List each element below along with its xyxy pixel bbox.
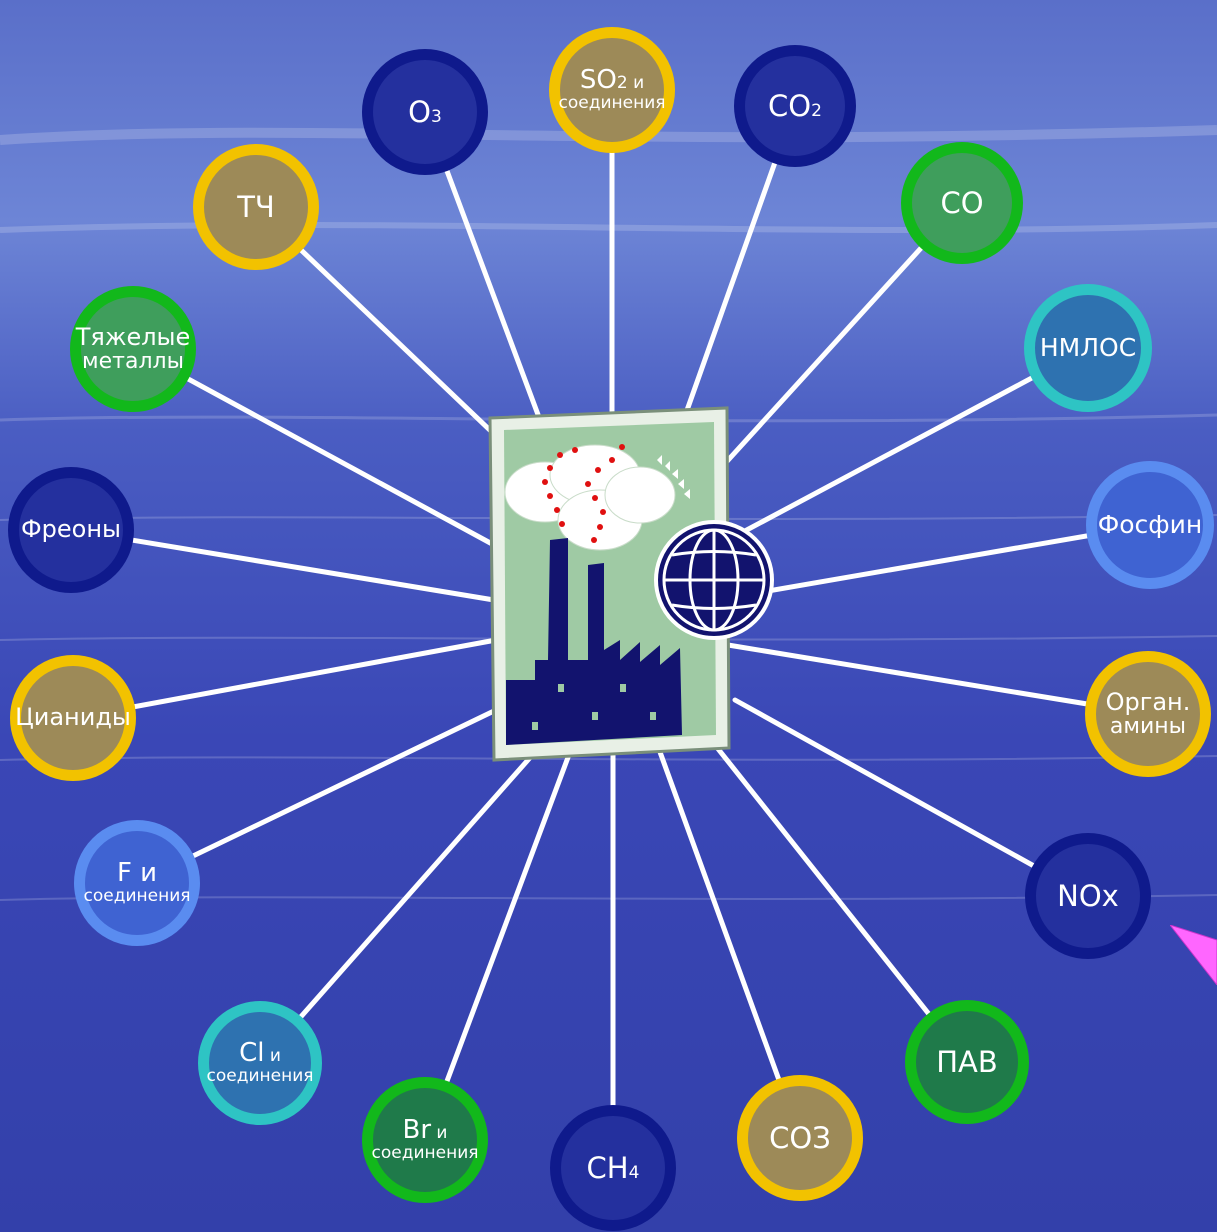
node-ch4: CH4 xyxy=(550,1105,676,1231)
node-label: Цианиды xyxy=(15,703,131,732)
node-fosfin: Фосфин xyxy=(1086,461,1214,589)
node-subscript: 2 xyxy=(811,100,822,121)
node-label: F и xyxy=(116,858,158,889)
connector-line-pav xyxy=(712,742,970,1065)
connector-line-soz xyxy=(657,749,803,1141)
node-metals: Тяжелые металлы xyxy=(70,286,196,412)
connector-line-f xyxy=(134,707,499,886)
node-o3: О3 xyxy=(362,49,488,175)
node-label-line2: металлы xyxy=(82,349,184,375)
node-label: NOx xyxy=(1057,878,1119,913)
node-label-suffix: и xyxy=(431,1123,448,1144)
node-f: F и соединения xyxy=(74,820,200,946)
node-label: CH xyxy=(586,1150,629,1185)
node-label: СОЗ xyxy=(769,1120,831,1155)
node-label: SO xyxy=(579,65,617,96)
node-subscript: 3 xyxy=(431,106,442,127)
connector-line-freon xyxy=(68,527,497,603)
node-label: CO xyxy=(768,88,812,123)
connector-line-metals xyxy=(130,346,497,548)
node-label-suffix: и xyxy=(627,73,645,94)
node-soz: СОЗ xyxy=(737,1075,863,1201)
node-label: ТЧ xyxy=(237,189,275,224)
node-label: Фреоны xyxy=(21,515,121,544)
node-label: О xyxy=(408,94,431,129)
connector-line-fosfin xyxy=(759,522,1153,595)
node-label-suffix: и xyxy=(264,1046,281,1067)
node-label: Br xyxy=(402,1115,432,1146)
pointer-arrow-icon xyxy=(1170,925,1217,985)
connector-line-cyan xyxy=(70,637,499,721)
node-so2: SO2 и соединения xyxy=(549,27,675,153)
node-label: Орган. xyxy=(1105,687,1191,716)
connector-lines xyxy=(68,87,1153,1171)
node-label: Cl xyxy=(239,1038,265,1069)
node-subscript: 2 xyxy=(616,73,628,94)
node-cl: Cl и соединения xyxy=(198,1001,322,1125)
node-co: CO xyxy=(901,142,1023,264)
node-subscript: 4 xyxy=(628,1162,640,1183)
node-br: Br и соединения xyxy=(362,1077,488,1203)
node-label-line2: соединения xyxy=(83,885,191,906)
node-label: Тяжелые xyxy=(75,322,191,351)
connector-line-cl xyxy=(257,749,538,1066)
node-freon: Фреоны xyxy=(8,467,134,593)
node-cyan: Цианиды xyxy=(10,655,136,781)
node-label: CO xyxy=(940,185,984,220)
node-co2: CO2 xyxy=(734,45,856,167)
node-label-line2: соединения xyxy=(558,92,666,113)
node-tch: ТЧ xyxy=(193,144,319,270)
node-label-line2: соединения xyxy=(206,1065,314,1086)
node-nmlos: НМЛОС xyxy=(1024,284,1152,412)
connector-line-br xyxy=(422,749,573,1143)
connector-line-nox xyxy=(732,697,1091,899)
node-label: ПАВ xyxy=(936,1044,998,1079)
connector-line-organ xyxy=(725,642,1151,717)
node-label: НМЛОС xyxy=(1039,332,1137,362)
factory-globe-icon xyxy=(488,406,774,762)
node-label: Фосфин xyxy=(1097,509,1203,539)
node-nox: NOx xyxy=(1025,833,1151,959)
connector-line-nmlos xyxy=(725,345,1091,543)
node-pav: ПАВ xyxy=(905,1000,1029,1124)
connector-line-co xyxy=(707,200,965,483)
node-organ: Орган. амины xyxy=(1085,651,1211,777)
node-label-line2: соединения xyxy=(371,1142,479,1163)
node-label-line2: амины xyxy=(1109,714,1187,740)
